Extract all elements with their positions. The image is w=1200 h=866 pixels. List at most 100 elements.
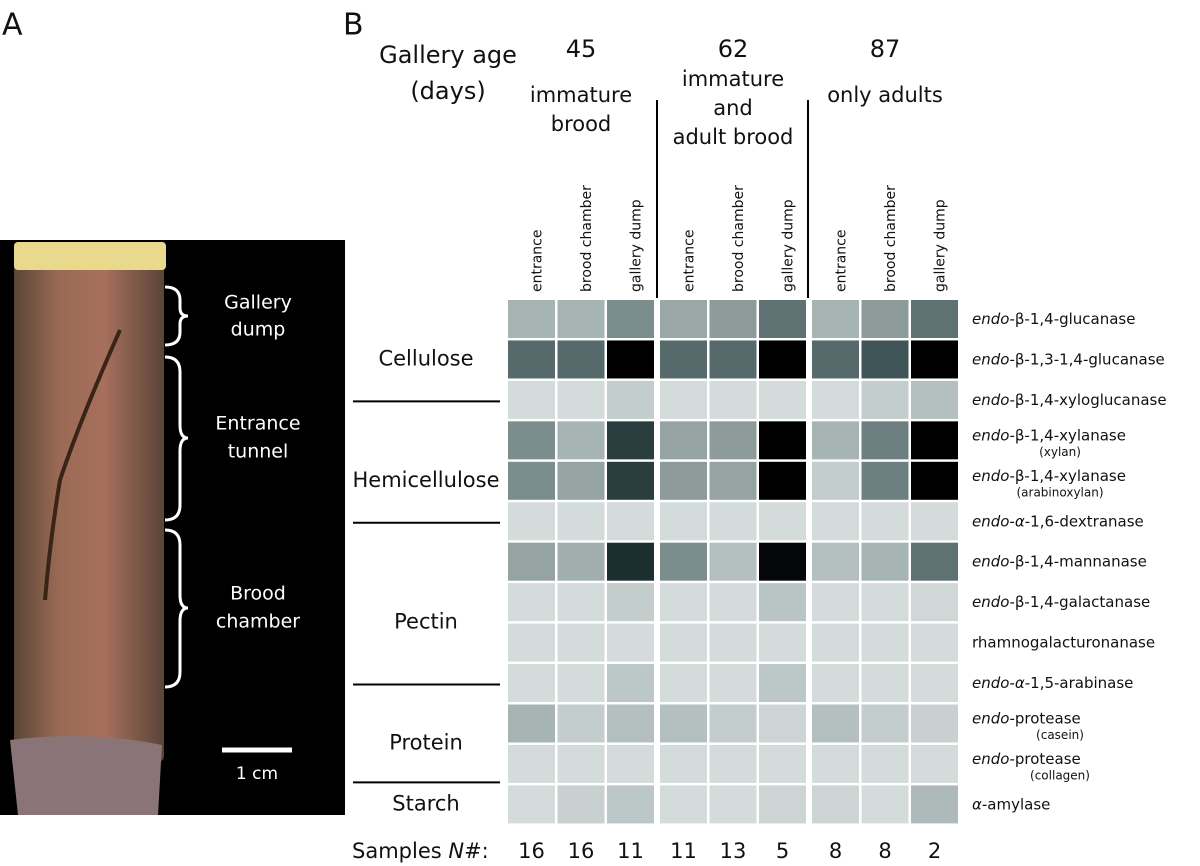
- heatmap-cell: [759, 744, 806, 783]
- heatmap-cell: [759, 704, 806, 743]
- enzyme-label: endo-β-1,4-mannanase: [972, 552, 1147, 570]
- heatmap-cell: [861, 380, 909, 419]
- enzyme-substrate: (arabinoxylan): [1016, 485, 1103, 499]
- heatmap-cell: [759, 623, 806, 662]
- substrate-label: Starch: [392, 791, 459, 815]
- heatmap-cell: [557, 300, 605, 338]
- heatmap-cell: [812, 623, 859, 662]
- heatmap-cell: [911, 744, 958, 783]
- heatmap-cell: [709, 300, 757, 338]
- enzyme-substrate: (collagen): [1030, 768, 1090, 782]
- heatmap-cell: [607, 704, 654, 743]
- brackets: [164, 285, 189, 689]
- enzyme-name: -β-1,4-glucanase: [1009, 310, 1135, 328]
- heatmap-cell: [557, 744, 605, 783]
- enzyme-label: endo-β-1,4-glucanase: [972, 310, 1135, 328]
- heatmap-cell: [759, 380, 806, 419]
- column-label: brood chamber: [731, 185, 747, 292]
- enzyme-name: -β-1,3-1,4-glucanase: [1009, 350, 1164, 368]
- heatmap-cell: [812, 461, 859, 500]
- group-description: and: [713, 96, 753, 120]
- enzyme-name: -1,5-arabinase: [1025, 674, 1134, 692]
- samples-pre: Samples: [352, 839, 448, 863]
- enzyme-italic: endo: [972, 426, 1009, 444]
- heatmap-cell: [911, 340, 958, 379]
- heatmap-cell: [607, 421, 654, 460]
- enzyme-label: endo-α-1,5-arabinase: [972, 674, 1133, 692]
- heatmap-cell: [508, 340, 555, 379]
- sample-count: 16: [568, 839, 595, 863]
- heatmap-cell: [557, 380, 605, 419]
- heatmap-cell: [709, 704, 757, 743]
- gallery-age: 62: [718, 35, 749, 63]
- heatmap-cell: [557, 542, 605, 581]
- region-label: Entrance: [215, 413, 300, 435]
- heatmap-cell: [911, 502, 958, 541]
- enzyme-label: endo-α-1,6-dextranase: [972, 512, 1144, 530]
- heatmap-cell: [607, 583, 654, 622]
- enzyme-italic: endo: [972, 709, 1009, 727]
- heatmap-cell: [759, 421, 806, 460]
- heatmap-cell: [812, 421, 859, 460]
- heatmap-cell: [709, 744, 757, 783]
- enzyme-substrate: (casein): [1036, 728, 1084, 742]
- heatmap-cell: [508, 704, 555, 743]
- heatmap-cell: [508, 785, 555, 824]
- enzyme-label: endo-β-1,3-1,4-glucanase: [972, 350, 1165, 368]
- group-description: immature: [682, 67, 784, 91]
- heatmap-cell: [660, 785, 707, 824]
- enzyme-name: -protease: [1009, 749, 1080, 767]
- enzyme-name: -β-1,4-mannanase: [1009, 552, 1146, 570]
- heatmap-cell: [911, 461, 958, 500]
- heatmap-cell: [607, 461, 654, 500]
- tube: [14, 262, 164, 762]
- heatmap-cell: [911, 542, 958, 581]
- heatmap-cell: [709, 380, 757, 419]
- region-label: chamber: [216, 611, 300, 633]
- sample-count: 11: [670, 839, 697, 863]
- sample-count: 16: [518, 839, 545, 863]
- heatmap-cell: [861, 744, 909, 783]
- heatmap-cell: [660, 340, 707, 379]
- panel-letter: B: [343, 8, 364, 43]
- heatmap-cell: [709, 461, 757, 500]
- heatmap-cell: [861, 502, 909, 541]
- heatmap-cell: [557, 623, 605, 662]
- enzyme-italic: endo-α: [972, 674, 1025, 692]
- heatmap-cell: [759, 664, 806, 703]
- heatmap-cell: [557, 704, 605, 743]
- sample-count: 8: [878, 839, 891, 863]
- column-label: brood chamber: [883, 185, 899, 292]
- heatmap-cell: [607, 785, 654, 824]
- tube-base: [10, 736, 162, 815]
- sample-count: 11: [617, 839, 644, 863]
- enzyme-label: α-amylase: [972, 795, 1050, 813]
- samples-label: Samples N#:: [352, 839, 489, 863]
- enzyme-substrate: (xylan): [1039, 445, 1081, 459]
- heatmap-cell: [607, 744, 654, 783]
- heatmap-cell: [607, 380, 654, 419]
- heatmap-cell: [660, 542, 707, 581]
- heatmap-cell: [508, 583, 555, 622]
- substrate-label: Protein: [389, 731, 463, 755]
- sample-count: 8: [829, 839, 842, 863]
- heatmap-cell: [911, 704, 958, 743]
- heatmap-cell: [861, 664, 909, 703]
- heatmap-cell: [607, 623, 654, 662]
- heatmap-cell: [508, 623, 555, 662]
- tube-cap: [14, 242, 166, 270]
- heatmap-cell: [759, 300, 806, 338]
- enzyme-italic: endo: [972, 350, 1009, 368]
- heatmap-cell: [557, 583, 605, 622]
- heatmap-cell: [861, 785, 909, 824]
- heatmap-cell: [759, 785, 806, 824]
- heatmap-cell: [709, 340, 757, 379]
- enzyme-italic: endo: [972, 310, 1009, 328]
- enzyme-label: rhamnogalacturonanase: [972, 633, 1155, 651]
- enzyme-italic: endo-α: [972, 512, 1025, 530]
- sample-count: 2: [928, 839, 941, 863]
- heatmap-cell: [660, 380, 707, 419]
- enzyme-italic: endo: [972, 552, 1009, 570]
- column-label: gallery dump: [781, 199, 797, 292]
